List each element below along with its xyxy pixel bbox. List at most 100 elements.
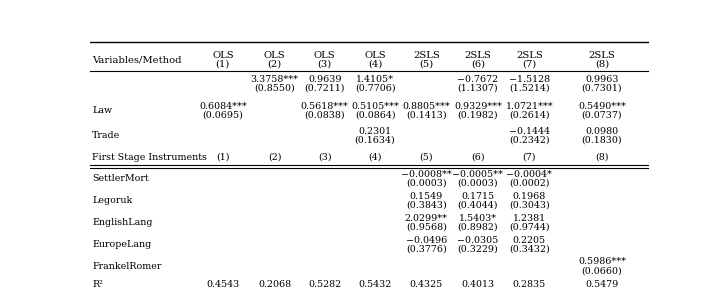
Text: SettlerMort: SettlerMort <box>92 175 149 184</box>
Text: 1.5403*: 1.5403* <box>459 214 497 223</box>
Text: 0.1968: 0.1968 <box>513 192 546 201</box>
Text: (0.3776): (0.3776) <box>406 245 446 254</box>
Text: (6): (6) <box>471 152 485 162</box>
Text: (0.7301): (0.7301) <box>582 84 622 93</box>
Text: −0.0008**: −0.0008** <box>401 170 451 179</box>
Text: Legoruk: Legoruk <box>92 196 133 205</box>
Text: (0.3432): (0.3432) <box>509 245 549 254</box>
Text: 0.5490***: 0.5490*** <box>578 102 626 111</box>
Text: 0.4013: 0.4013 <box>461 280 495 289</box>
Text: 3.3758***: 3.3758*** <box>250 75 298 84</box>
Text: 0.1715: 0.1715 <box>461 192 495 201</box>
Text: (7): (7) <box>522 60 536 69</box>
Text: 0.2301: 0.2301 <box>358 127 392 136</box>
Text: (0.7211): (0.7211) <box>304 84 345 93</box>
Text: 1.0721***: 1.0721*** <box>505 102 553 111</box>
Text: (1): (1) <box>216 152 229 162</box>
Text: (0.0695): (0.0695) <box>203 110 243 119</box>
Text: (0.3843): (0.3843) <box>406 201 446 210</box>
Text: 2SLS: 2SLS <box>464 51 491 60</box>
Text: (2): (2) <box>267 60 282 69</box>
Text: (0.4044): (0.4044) <box>458 201 498 210</box>
Text: (3): (3) <box>318 152 332 162</box>
Text: (0.9744): (0.9744) <box>509 223 549 232</box>
Text: Variables/Method: Variables/Method <box>92 55 182 64</box>
Text: −0.0496: −0.0496 <box>406 236 447 245</box>
Text: (6): (6) <box>471 60 485 69</box>
Text: 0.5282: 0.5282 <box>309 280 341 289</box>
Text: 2SLS: 2SLS <box>516 51 543 60</box>
Text: 2.0299**: 2.0299** <box>404 214 448 223</box>
Text: OLS: OLS <box>264 51 286 60</box>
Text: 0.5479: 0.5479 <box>585 280 619 289</box>
Text: 0.1549: 0.1549 <box>410 192 443 201</box>
Text: (1): (1) <box>216 60 230 69</box>
Text: (0.0003): (0.0003) <box>406 179 446 188</box>
Text: (8): (8) <box>595 60 609 69</box>
Text: Trade: Trade <box>92 131 120 140</box>
Text: EuropeLang: EuropeLang <box>92 240 151 249</box>
Text: R²: R² <box>92 280 103 289</box>
Text: 0.5105***: 0.5105*** <box>351 102 399 111</box>
Text: (0.0003): (0.0003) <box>458 179 498 188</box>
Text: (1.1307): (1.1307) <box>458 84 498 93</box>
Text: −1.5128: −1.5128 <box>509 75 550 84</box>
Text: (0.2342): (0.2342) <box>509 136 549 145</box>
Text: 0.2068: 0.2068 <box>258 280 291 289</box>
Text: 0.0980: 0.0980 <box>585 127 619 136</box>
Text: (0.9568): (0.9568) <box>406 223 447 232</box>
Text: (0.3043): (0.3043) <box>509 201 549 210</box>
Text: First Stage Instruments: First Stage Instruments <box>92 152 207 162</box>
Text: Law: Law <box>92 106 112 115</box>
Text: OLS: OLS <box>364 51 386 60</box>
Text: 0.8805***: 0.8805*** <box>402 102 450 111</box>
Text: (0.1830): (0.1830) <box>582 136 622 145</box>
Text: (0.0838): (0.0838) <box>304 110 345 119</box>
Text: (0.0864): (0.0864) <box>355 110 395 119</box>
Text: (5): (5) <box>420 152 433 162</box>
Text: 0.5986***: 0.5986*** <box>578 258 626 266</box>
Text: 0.5618***: 0.5618*** <box>301 102 349 111</box>
Text: (0.1413): (0.1413) <box>406 110 446 119</box>
Text: (4): (4) <box>368 60 382 69</box>
Text: (5): (5) <box>419 60 433 69</box>
Text: 0.9329***: 0.9329*** <box>454 102 502 111</box>
Text: 0.5432: 0.5432 <box>358 280 392 289</box>
Text: 0.4325: 0.4325 <box>410 280 443 289</box>
Text: 2SLS: 2SLS <box>413 51 440 60</box>
Text: 1.2381: 1.2381 <box>513 214 546 223</box>
Text: (2): (2) <box>267 152 281 162</box>
Text: 2SLS: 2SLS <box>588 51 615 60</box>
Text: (0.7706): (0.7706) <box>355 84 395 93</box>
Text: (4): (4) <box>368 152 382 162</box>
Text: 0.9963: 0.9963 <box>585 75 619 84</box>
Text: (8): (8) <box>596 152 609 162</box>
Text: 0.6084***: 0.6084*** <box>199 102 247 111</box>
Text: (3): (3) <box>318 60 332 69</box>
Text: (0.1982): (0.1982) <box>458 110 498 119</box>
Text: (0.0002): (0.0002) <box>509 179 549 188</box>
Text: (0.0660): (0.0660) <box>582 266 622 275</box>
Text: (1.5214): (1.5214) <box>509 84 549 93</box>
Text: FrankelRomer: FrankelRomer <box>92 262 162 271</box>
Text: (0.1634): (0.1634) <box>355 136 396 145</box>
Text: −0.7672: −0.7672 <box>457 75 498 84</box>
Text: 0.9639: 0.9639 <box>308 75 342 84</box>
Text: −0.1444: −0.1444 <box>509 127 550 136</box>
Text: OLS: OLS <box>212 51 234 60</box>
Text: (0.8550): (0.8550) <box>254 84 295 93</box>
Text: 0.4543: 0.4543 <box>206 280 239 289</box>
Text: (0.3229): (0.3229) <box>458 245 498 254</box>
Text: (0.2614): (0.2614) <box>509 110 549 119</box>
Text: −0.0004*: −0.0004* <box>506 170 552 179</box>
Text: −0.0305: −0.0305 <box>457 236 498 245</box>
Text: (7): (7) <box>523 152 536 162</box>
Text: EnglishLang: EnglishLang <box>92 219 153 227</box>
Text: (0.0737): (0.0737) <box>582 110 622 119</box>
Text: 0.2835: 0.2835 <box>513 280 546 289</box>
Text: 1.4105*: 1.4105* <box>356 75 394 84</box>
Text: OLS: OLS <box>314 51 335 60</box>
Text: (0.8982): (0.8982) <box>458 223 498 232</box>
Text: −0.0005**: −0.0005** <box>453 170 503 179</box>
Text: 0.2205: 0.2205 <box>513 236 546 245</box>
